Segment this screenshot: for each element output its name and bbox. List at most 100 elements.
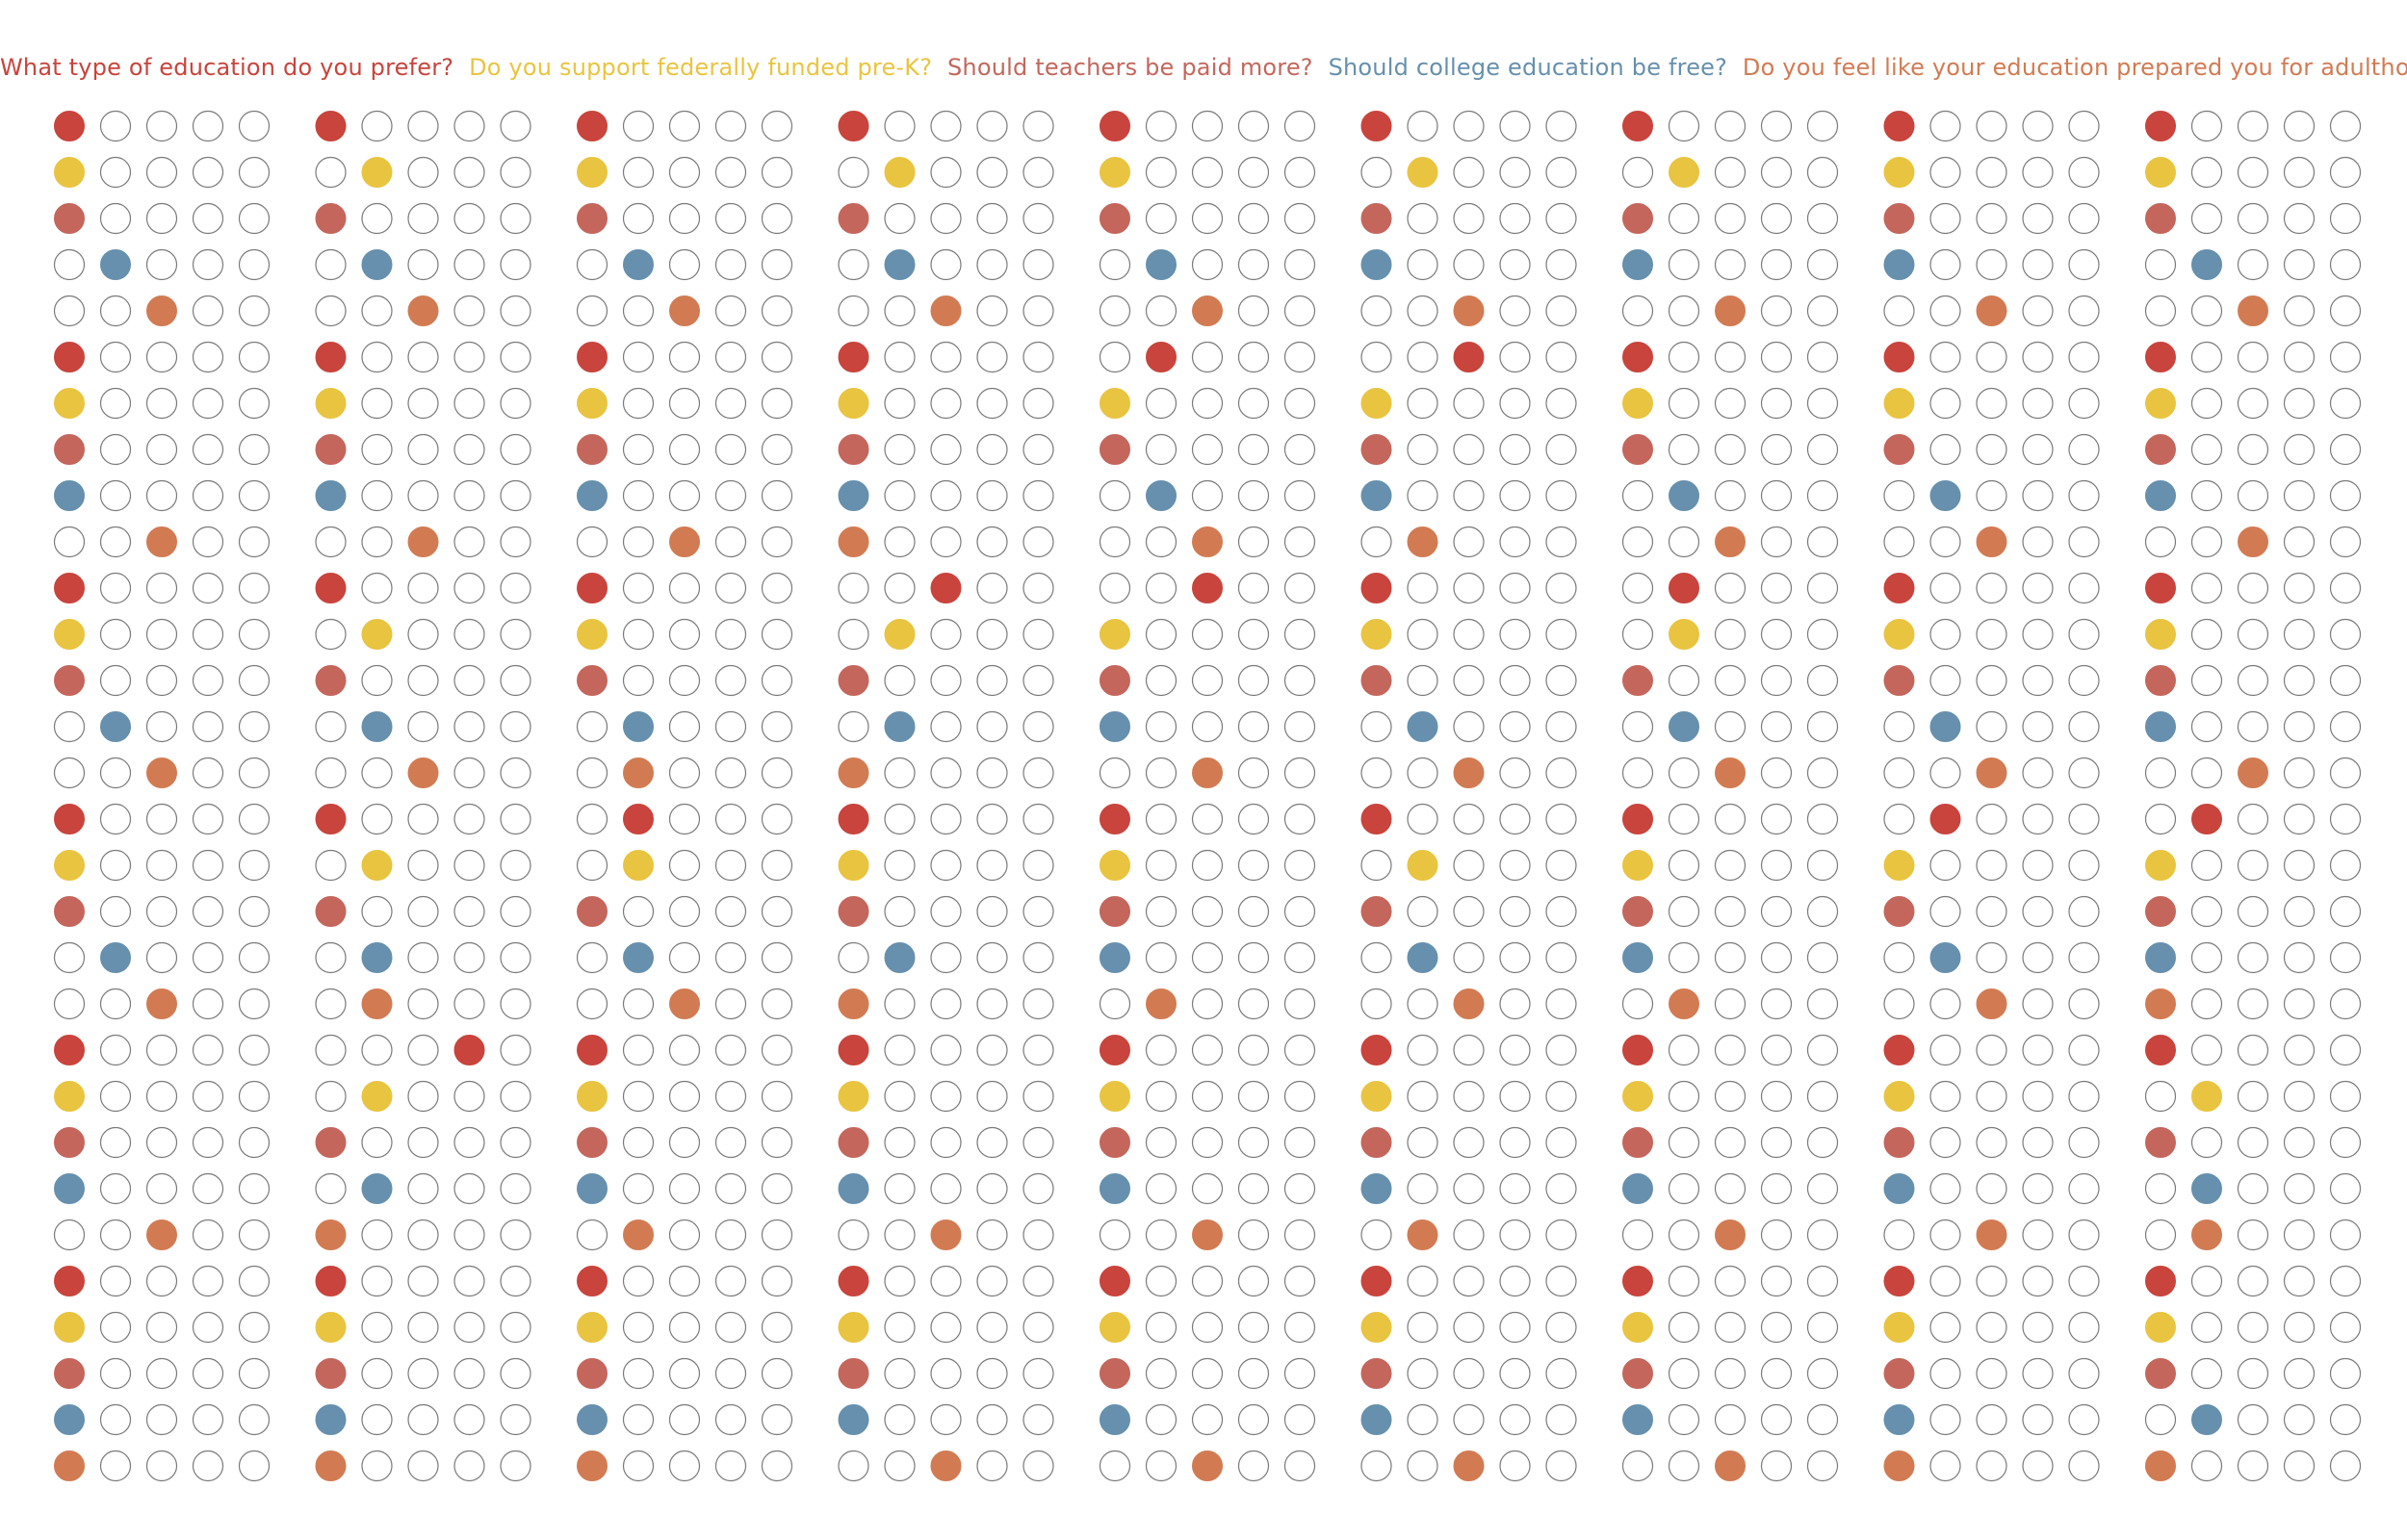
answer-dot-empty	[838, 710, 869, 743]
answer-dot-empty	[930, 849, 962, 882]
respondent-panel-4	[838, 110, 1054, 1482]
answer-dot-empty	[714, 156, 747, 189]
answer-dot-empty	[1806, 156, 1839, 189]
answer-dot-empty	[976, 572, 1008, 604]
answer-dot-empty	[622, 1311, 655, 1344]
answer-dot-empty	[145, 1403, 178, 1436]
answer-dot-empty	[1668, 387, 1700, 420]
answer-dot-empty	[1237, 1265, 1270, 1297]
answer-dot-selected	[1715, 526, 1746, 557]
answer-dot-empty	[453, 1450, 485, 1482]
answer-dot-empty	[99, 387, 132, 420]
answer-dot-empty	[1283, 295, 1316, 327]
answer-dot-empty	[1145, 572, 1178, 604]
answer-dot-empty	[1407, 1265, 1438, 1297]
answer-dot-empty	[2190, 988, 2223, 1020]
answer-dot-empty	[2068, 1219, 2100, 1251]
answer-dot-empty	[1099, 295, 1131, 327]
answer-dot-empty	[2329, 526, 2362, 558]
answer-dot-empty	[884, 757, 916, 789]
answer-dot-selected	[1622, 1404, 1653, 1435]
answer-dot-selected	[623, 1219, 654, 1250]
answer-dot-empty	[2237, 849, 2269, 882]
answer-dot-empty	[2144, 803, 2177, 835]
answer-dot-empty	[192, 1219, 224, 1251]
answer-dot-empty	[668, 1034, 701, 1066]
answer-dot-empty	[1191, 849, 1224, 882]
answer-dot-selected	[838, 342, 869, 372]
answer-dot-selected	[146, 295, 177, 326]
answer-dot-selected	[2191, 1081, 2222, 1112]
answer-dot-selected	[1192, 526, 1223, 557]
answer-dot-empty	[1145, 1357, 1178, 1390]
answer-dot-selected	[54, 342, 85, 372]
answer-dot-empty	[930, 479, 962, 512]
answer-dot-empty	[1237, 849, 1270, 882]
answer-dot-empty	[2022, 387, 2054, 420]
answer-dot-empty	[1929, 1311, 1961, 1344]
answer-dot-empty	[99, 1357, 132, 1390]
answer-dot-empty	[145, 710, 178, 743]
answer-dot-empty	[1283, 941, 1316, 974]
answer-dot-selected	[1407, 157, 1438, 188]
answer-dot-empty	[1545, 1403, 1577, 1436]
answer-dot-empty	[238, 988, 271, 1020]
answer-dot-empty	[1499, 387, 1531, 420]
answer-dot-empty	[714, 295, 747, 327]
answer-dot-selected	[1100, 804, 1130, 834]
answer-dot-empty	[1191, 1034, 1224, 1066]
answer-dot-selected	[577, 1173, 608, 1204]
answer-dot-empty	[884, 664, 916, 697]
answer-dot-empty	[714, 572, 747, 604]
answer-dot-empty	[1883, 710, 1915, 743]
answer-dot-empty	[2022, 1034, 2054, 1066]
answer-dot-empty	[1191, 1311, 1224, 1344]
answer-dot-empty	[1453, 479, 1485, 512]
answer-dot-empty	[1191, 110, 1224, 142]
answer-dot-empty	[668, 1357, 701, 1390]
answer-dot-empty	[1022, 479, 1054, 512]
answer-dot-empty	[1407, 1034, 1438, 1066]
answer-dot-empty	[1022, 1265, 1054, 1297]
answer-dot-empty	[1806, 664, 1839, 697]
answer-dot-empty	[99, 1172, 132, 1205]
answer-dot-empty	[2068, 1357, 2100, 1390]
answer-dot-empty	[145, 1172, 178, 1205]
answer-dot-selected	[577, 573, 608, 603]
answer-dot-empty	[1022, 1450, 1054, 1482]
answer-dot-empty	[622, 156, 655, 189]
answer-dot-empty	[976, 618, 1008, 651]
answer-dot-empty	[1668, 1403, 1700, 1436]
answer-dot-empty	[2283, 156, 2316, 189]
answer-dot-empty	[99, 1126, 132, 1159]
answer-dot-empty	[1621, 988, 1654, 1020]
answer-dot-empty	[884, 1080, 916, 1113]
answer-dot-empty	[1621, 295, 1654, 327]
answer-dot-empty	[361, 433, 393, 466]
answer-dot-empty	[1145, 295, 1178, 327]
answer-dot-empty	[761, 1403, 793, 1436]
answer-dot-empty	[1237, 895, 1270, 928]
answer-dot-empty	[99, 895, 132, 928]
answer-dot-empty	[145, 387, 178, 420]
answer-dot-empty	[668, 1219, 701, 1251]
answer-dot-empty	[2283, 988, 2316, 1020]
answer-dot-empty	[238, 849, 271, 882]
answer-dot-empty	[2144, 1172, 2177, 1205]
answer-dot-empty	[1883, 1219, 1915, 1251]
answer-dot-empty	[407, 248, 439, 281]
answer-dot-empty	[453, 1172, 485, 1205]
answer-dot-empty	[2022, 110, 2054, 142]
answer-dot-empty	[668, 664, 701, 697]
answer-dot-empty	[2329, 710, 2362, 743]
answer-dot-empty	[976, 479, 1008, 512]
answer-dot-empty	[838, 618, 869, 651]
answer-dot-empty	[1621, 156, 1654, 189]
answer-dot-empty	[714, 387, 747, 420]
answer-dot-selected	[54, 804, 85, 834]
answer-dot-empty	[1407, 387, 1438, 420]
answer-dot-empty	[1191, 1357, 1224, 1390]
answer-dot-empty	[1283, 849, 1316, 882]
answer-dot-empty	[1191, 202, 1224, 235]
answer-dot-empty	[1760, 526, 1793, 558]
